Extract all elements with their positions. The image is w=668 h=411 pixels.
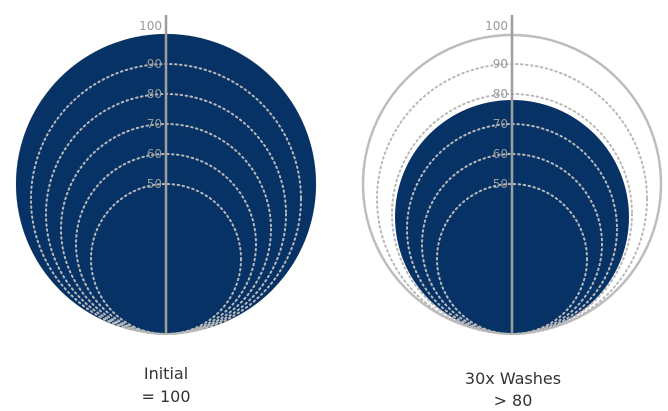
gauge-2: 50 60 70 80 90 100 (361, 15, 663, 335)
gauge-1-tick-label-90: 90 (147, 57, 162, 71)
gauge-2-value-label: > 80 (493, 391, 533, 410)
gauge-2-caption: 30x Washes (464, 369, 562, 388)
gauge-1-value-label: = 100 (141, 387, 191, 406)
gauge-1-caption: Initial (143, 364, 189, 383)
gauge-2-tick-label-90: 90 (493, 57, 508, 71)
gauge-1-tick-label-60: 60 (147, 147, 162, 161)
gauge-1-tick-label-100: 100 (139, 19, 162, 33)
gauge-1-grid-50 (90, 183, 242, 335)
gauge-1-tick-label-50: 50 (147, 177, 162, 191)
gauge-2-tick-label-80: 80 (493, 87, 508, 101)
gauge-1-tick-label-80: 80 (147, 87, 162, 101)
gauge-1: 50 60 70 80 90 100 (15, 15, 317, 335)
gauge-1-tick-label-70: 70 (147, 117, 162, 131)
gauge-2-tick-label-70: 70 (493, 117, 508, 131)
gauge-2-tick-label-50: 50 (493, 177, 508, 191)
gauge-2-grid-50 (436, 183, 588, 335)
gauge-2-tick-label-100: 100 (485, 19, 508, 33)
gauge-2-tick-label-60: 60 (493, 147, 508, 161)
